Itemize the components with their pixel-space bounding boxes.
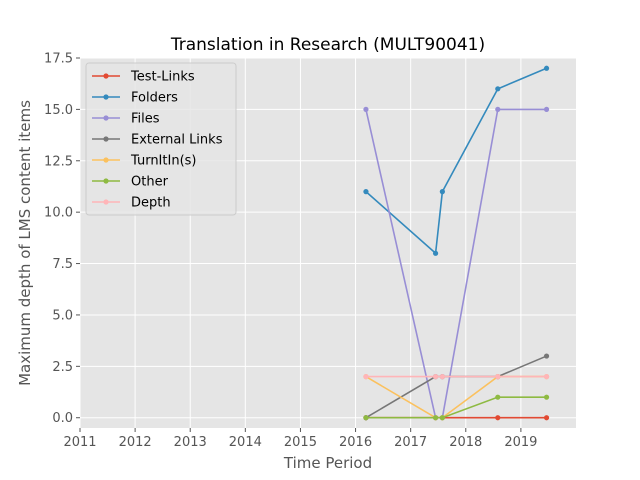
legend-marker-turnitin-s <box>103 157 109 163</box>
y-tick-label: 7.5 <box>52 257 73 272</box>
data-point-other <box>543 394 550 400</box>
y-tick-label: 2.5 <box>52 360 73 375</box>
series-folders <box>363 65 550 256</box>
x-tick-label: 2018 <box>449 435 482 450</box>
data-point-depth <box>439 374 445 380</box>
y-tick-label: 12.5 <box>44 154 73 169</box>
legend-label-test-links: Test-Links <box>130 70 195 85</box>
data-point-other <box>495 394 501 400</box>
legend-label-turnitin-s: TurnItIn(s) <box>130 154 196 169</box>
y-tick-label: 17.5 <box>44 52 73 67</box>
data-point-test-links <box>495 415 501 421</box>
legend-box <box>85 62 237 216</box>
data-point-other <box>439 415 445 421</box>
x-tick-label: 2013 <box>174 435 207 450</box>
y-tick-label: 5.0 <box>52 308 73 323</box>
y-tick-label: 15.0 <box>44 103 73 118</box>
x-tick-label: 2012 <box>119 435 152 450</box>
y-tick-label: 0.0 <box>52 411 73 426</box>
x-tick-label: 2019 <box>504 435 537 450</box>
legend-label-external-links: External Links <box>131 133 223 148</box>
legend-label-folders: Folders <box>131 91 178 106</box>
data-point-files <box>363 106 369 112</box>
data-point-folders <box>363 189 369 195</box>
legend-marker-other <box>103 178 109 184</box>
series-other <box>363 394 550 421</box>
data-point-other <box>432 415 439 421</box>
series-layer <box>363 65 550 421</box>
data-point-test-links <box>543 415 550 421</box>
data-point-folders <box>495 86 501 92</box>
data-point-folders <box>543 65 550 71</box>
legend-marker-test-links <box>103 73 109 79</box>
chart-title: Translation in Research (MULT90041) <box>170 35 485 55</box>
x-tick-label: 2014 <box>229 435 262 450</box>
legend-label-files: Files <box>131 112 160 127</box>
data-point-depth <box>495 374 501 380</box>
legend: Test-Links Folders Files External Links Turn… <box>85 62 237 216</box>
legend-marker-external-links <box>103 136 109 142</box>
data-point-other <box>363 415 369 421</box>
data-point-folders <box>432 250 439 256</box>
y-ticks: 0.0 2.5 5.0 7.5 10.0 12.5 15.0 17.5 <box>44 52 80 426</box>
data-point-folders <box>439 189 445 195</box>
data-point-depth <box>363 374 369 380</box>
data-point-depth <box>543 374 550 380</box>
x-tick-label: 2016 <box>339 435 372 450</box>
legend-label-depth: Depth <box>131 196 171 211</box>
data-point-depth <box>432 374 439 380</box>
y-tick-label: 10.0 <box>44 206 73 221</box>
legend-marker-files <box>103 115 109 121</box>
legend-label-other: Other <box>131 175 169 190</box>
x-axis-label: Time Period <box>283 454 372 472</box>
data-point-files <box>543 106 550 112</box>
data-point-external-links <box>543 353 550 359</box>
x-tick-label: 2015 <box>284 435 317 450</box>
y-axis-label: Maximum depth of LMS content items <box>16 100 34 386</box>
legend-marker-depth <box>103 199 109 205</box>
series-depth <box>363 374 550 380</box>
x-tick-label: 2011 <box>63 435 96 450</box>
x-ticks: 2011 2012 2013 2014 2015 2016 2017 2018 2019 <box>63 428 537 450</box>
legend-marker-folders <box>103 94 109 100</box>
x-tick-label: 2017 <box>394 435 427 450</box>
data-point-files <box>495 106 501 112</box>
